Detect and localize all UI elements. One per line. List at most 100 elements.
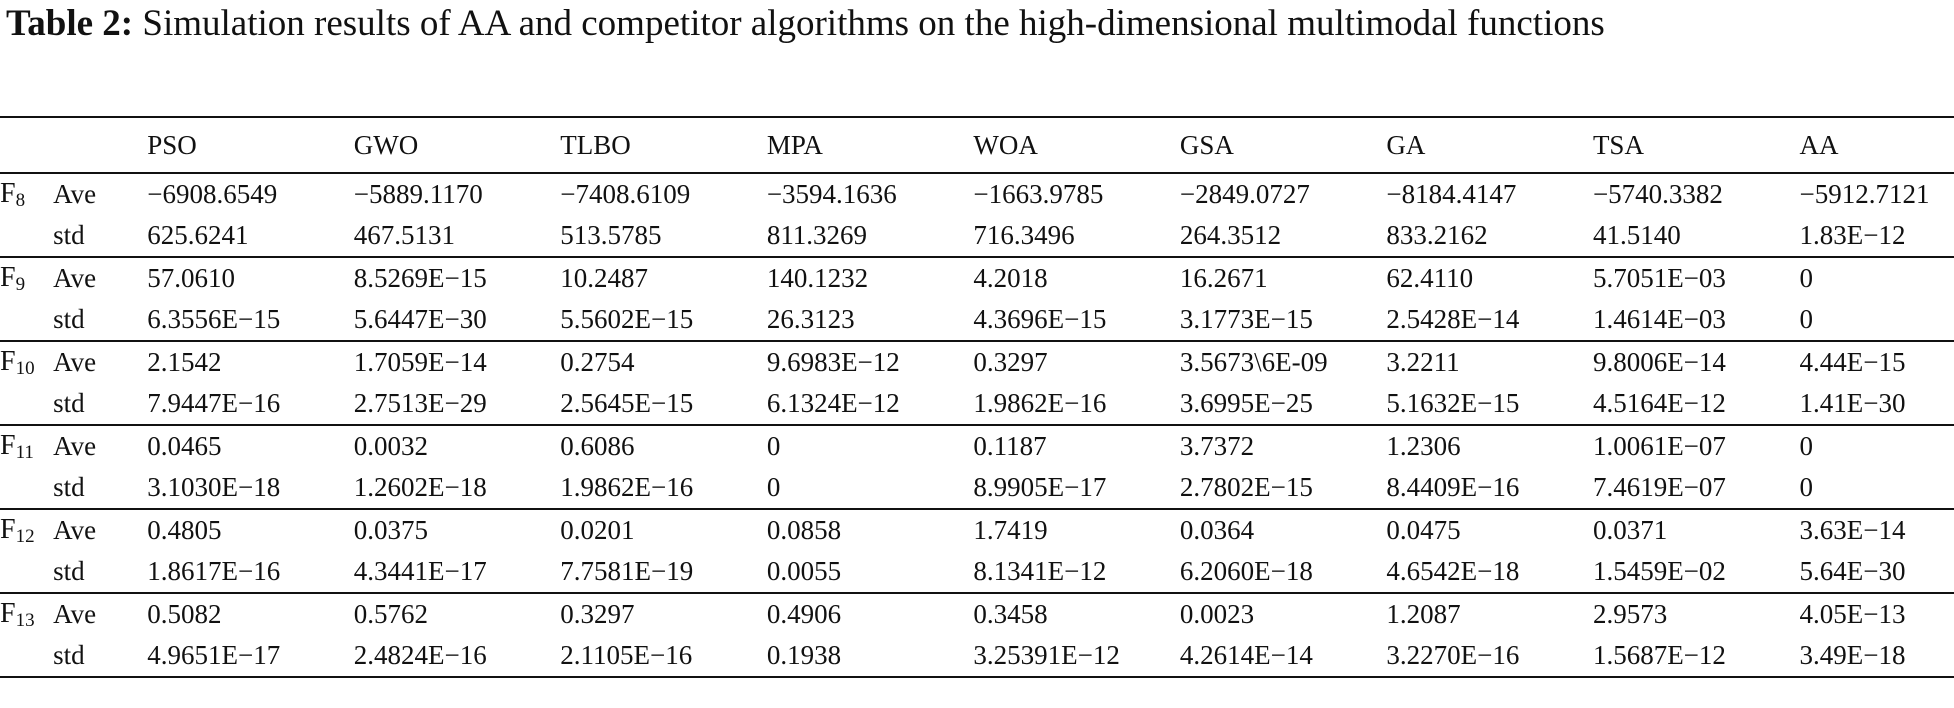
metric-label: std <box>53 556 85 586</box>
table-cell: −5912.7121 <box>1799 179 1930 209</box>
table-cell: 1.2602E−18 <box>353 472 487 502</box>
table-cell: 0 <box>1799 304 1813 334</box>
table-cell: 5.6447E−30 <box>353 304 487 334</box>
metric-label: Ave <box>53 599 97 629</box>
table-cell: 0.0032 <box>353 431 428 461</box>
function-name <box>0 635 53 677</box>
function-index: 11 <box>15 441 34 463</box>
table-cell: 4.3696E−15 <box>973 304 1107 334</box>
table-cell: 0.5762 <box>353 599 428 629</box>
table-cell: 2.7802E−15 <box>1179 472 1313 502</box>
header-blank <box>53 117 147 173</box>
table-cell: 3.63E−14 <box>1799 515 1906 545</box>
function-group: F12 Ave 0.4805 0.0375 0.0201 0.0858 1.7419 0.03… <box>0 509 1954 593</box>
table-row: F12 Ave 0.4805 0.0375 0.0201 0.0858 1.7419 0.03… <box>0 509 1954 551</box>
table-cell: 0.4906 <box>766 599 842 629</box>
function-name: F12 <box>0 509 53 551</box>
table-cell: 2.1542 <box>147 347 222 377</box>
table-cell: 3.2211 <box>1386 347 1460 377</box>
table-cell: 0.1938 <box>766 640 842 670</box>
table-cell: 811.3269 <box>766 220 868 250</box>
table-cell: 4.2018 <box>973 263 1048 293</box>
table-cell: 5.5602E−15 <box>560 304 694 334</box>
table-cell: 0 <box>1799 472 1813 502</box>
table-cell: 6.2060E−18 <box>1179 556 1313 586</box>
table-cell: 0.3297 <box>973 347 1048 377</box>
table-cell: 0.6086 <box>560 431 635 461</box>
table-cell: 1.4614E−03 <box>1592 304 1726 334</box>
header-blank <box>0 117 53 173</box>
table-cell: 2.7513E−29 <box>353 388 487 418</box>
table-row: F10 Ave 2.1542 1.7059E−14 0.2754 9.6983E−12 0.… <box>0 341 1954 383</box>
table-cell: 3.5673\6E-09 <box>1179 347 1328 377</box>
table-cell: 9.8006E−14 <box>1592 347 1726 377</box>
metric-label: Ave <box>53 347 97 377</box>
table-cell: 1.5687E−12 <box>1592 640 1726 670</box>
table-cell: 1.83E−12 <box>1799 220 1906 250</box>
table-row: std 3.1030E−18 1.2602E−18 1.9862E−16 0 8.9905… <box>0 467 1954 509</box>
table-caption: Table 2: Simulation results of AA and co… <box>6 2 1946 46</box>
table-row: std 625.6241 467.5131 513.5785 811.3269 716.3… <box>0 215 1954 257</box>
function-name <box>0 467 53 509</box>
table-cell: 0.2754 <box>560 347 635 377</box>
column-header-tsa: TSA <box>1592 129 1644 160</box>
function-letter: F <box>0 345 16 377</box>
function-letter: F <box>0 429 16 461</box>
function-name <box>0 299 53 341</box>
table-cell: 5.1632E−15 <box>1386 388 1520 418</box>
table-cell: 716.3496 <box>973 220 1075 250</box>
function-group: F8 Ave −6908.6549 −5889.1170 −7408.6109 −3594… <box>0 173 1954 257</box>
table-cell: 16.2671 <box>1179 263 1268 293</box>
table-cell: 0 <box>1799 431 1813 461</box>
table-cell: 0.0858 <box>766 515 842 545</box>
table-row: std 1.8617E−16 4.3441E−17 7.7581E−19 0.0055 8… <box>0 551 1954 593</box>
table-cell: 0.5082 <box>147 599 222 629</box>
caption-text: Simulation results of AA and competitor … <box>142 3 1605 44</box>
column-header-aa: AA <box>1799 129 1839 160</box>
table-cell: 1.7419 <box>973 515 1048 545</box>
column-header-gsa: GSA <box>1179 129 1234 160</box>
table-cell: 62.4110 <box>1386 263 1474 293</box>
metric-label: Ave <box>53 179 97 209</box>
function-index: 10 <box>15 357 35 379</box>
table-cell: 0.0465 <box>147 431 222 461</box>
table-cell: 4.9651E−17 <box>147 640 281 670</box>
table-cell: 4.6542E−18 <box>1386 556 1520 586</box>
table-cell: 0 <box>766 431 781 461</box>
function-name: F10 <box>0 341 53 383</box>
table-cell: 833.2162 <box>1386 220 1488 250</box>
table-cell: 0.0475 <box>1386 515 1461 545</box>
function-name: F13 <box>0 593 53 635</box>
metric-label: std <box>53 640 85 670</box>
table-cell: 0.3297 <box>560 599 635 629</box>
function-name <box>0 215 53 257</box>
table-cell: 5.7051E−03 <box>1592 263 1726 293</box>
table-cell: 6.1324E−12 <box>766 388 900 418</box>
table-cell: 2.9573 <box>1592 599 1668 629</box>
table-cell: 0.0375 <box>353 515 428 545</box>
table-cell: 467.5131 <box>353 220 455 250</box>
table-cell: 1.41E−30 <box>1799 388 1906 418</box>
table-cell: 0.0023 <box>1179 599 1255 629</box>
table-cell: 1.8617E−16 <box>147 556 281 586</box>
table-row: F11 Ave 0.0465 0.0032 0.6086 0 0.1187 3.7372 1.2… <box>0 425 1954 467</box>
table-header: PSO GWO TLBO MPA WOA GSA GA TSA AA <box>0 117 1954 173</box>
column-header-pso: PSO <box>147 129 197 160</box>
table-cell: 2.5428E−14 <box>1386 304 1520 334</box>
table-cell: 625.6241 <box>147 220 249 250</box>
function-name <box>0 551 53 593</box>
table-cell: 3.25391E−12 <box>973 640 1120 670</box>
table-cell: −3594.1636 <box>766 179 897 209</box>
function-index: 13 <box>15 609 35 631</box>
table-cell: 0 <box>766 472 781 502</box>
metric-label: Ave <box>53 515 97 545</box>
table-cell: 4.3441E−17 <box>353 556 487 586</box>
table-cell: 2.5645E−15 <box>560 388 694 418</box>
function-name: F8 <box>0 173 53 215</box>
function-name: F9 <box>0 257 53 299</box>
table-cell: 3.7372 <box>1179 431 1255 461</box>
table-cell: 1.2306 <box>1386 431 1461 461</box>
table-cell: −6908.6549 <box>147 179 278 209</box>
function-letter: F <box>0 513 16 545</box>
